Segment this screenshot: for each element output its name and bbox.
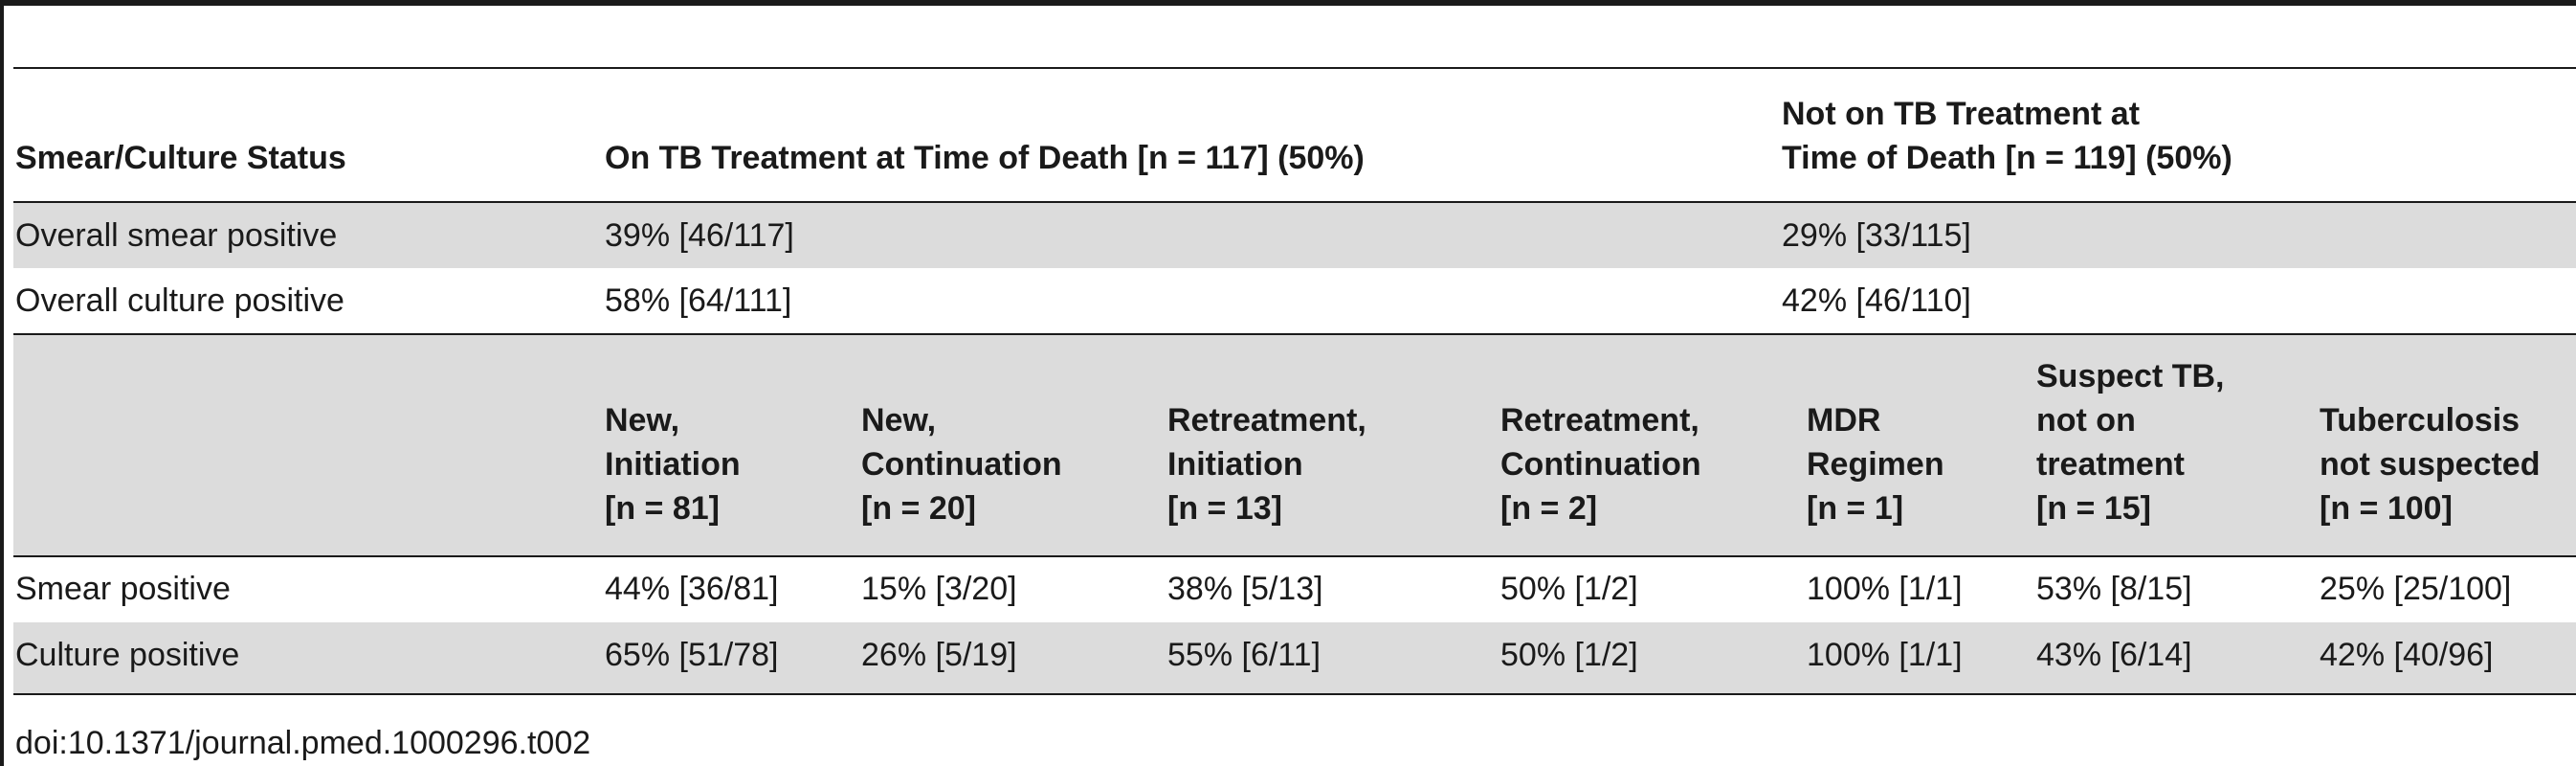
subheader-retreatment-initiation: Retreatment, Initiation [n = 13] xyxy=(1167,402,1366,527)
table-cell: 100% [1/1] xyxy=(1807,571,1963,607)
subheader-suspect-tb: Suspect TB, not on treatment [n = 15] xyxy=(2036,358,2225,527)
table-bottom-rule xyxy=(13,693,2576,695)
table-cell: 42% [46/110] xyxy=(1782,282,1971,319)
subheader-tb-not-suspected: Tuberculosis not suspected [n = 100] xyxy=(2320,402,2541,527)
subheader-mdr-regimen: MDR Regimen [n = 1] xyxy=(1807,402,1944,527)
header-on-treatment: On TB Treatment at Time of Death [n = 11… xyxy=(605,140,1365,176)
table-cell: 39% [46/117] xyxy=(605,217,794,254)
header-status: Smear/Culture Status xyxy=(15,140,346,176)
subheader-new-continuation: New, Continuation [n = 20] xyxy=(861,402,1062,527)
table-cell: 58% [64/111] xyxy=(605,282,792,319)
header-not-on-treatment: Not on TB Treatment at Time of Death [n … xyxy=(1782,96,2232,176)
subheader-rule xyxy=(13,555,2576,557)
table-cell: 100% [1/1] xyxy=(1807,637,1963,673)
section-rule xyxy=(13,333,2576,335)
header-rule xyxy=(13,201,2576,203)
table-cell: 50% [1/2] xyxy=(1500,637,1638,673)
row-band xyxy=(13,622,2576,693)
table-cell: 15% [3/20] xyxy=(861,571,1017,607)
left-border xyxy=(0,0,4,766)
row-band xyxy=(13,203,2576,268)
doi-caption: doi:10.1371/journal.pmed.1000296.t002 xyxy=(15,725,591,761)
table-cell: 26% [5/19] xyxy=(861,637,1017,673)
row-label: Overall smear positive xyxy=(15,217,338,254)
table-cell: 44% [36/81] xyxy=(605,571,779,607)
table-cell: 65% [51/78] xyxy=(605,637,779,673)
table-cell: 38% [5/13] xyxy=(1167,571,1323,607)
subheader-new-initiation: New, Initiation [n = 81] xyxy=(605,402,741,527)
top-border xyxy=(0,0,2576,6)
table-cell: 29% [33/115] xyxy=(1782,217,1971,254)
row-label: Overall culture positive xyxy=(15,282,344,319)
row-label: Smear positive xyxy=(15,571,231,607)
subheader-band xyxy=(13,335,2576,555)
table-cell: 42% [40/96] xyxy=(2320,637,2494,673)
table-cell: 25% [25/100] xyxy=(2320,571,2512,607)
table-cell: 50% [1/2] xyxy=(1500,571,1638,607)
row-label: Culture positive xyxy=(15,637,240,673)
subheader-retreatment-continuation: Retreatment, Continuation [n = 2] xyxy=(1500,402,1701,527)
table-cell: 43% [6/14] xyxy=(2036,637,2192,673)
table-cell: 55% [6/11] xyxy=(1167,637,1321,673)
table-cell: 53% [8/15] xyxy=(2036,571,2192,607)
table-top-rule xyxy=(13,67,2576,69)
